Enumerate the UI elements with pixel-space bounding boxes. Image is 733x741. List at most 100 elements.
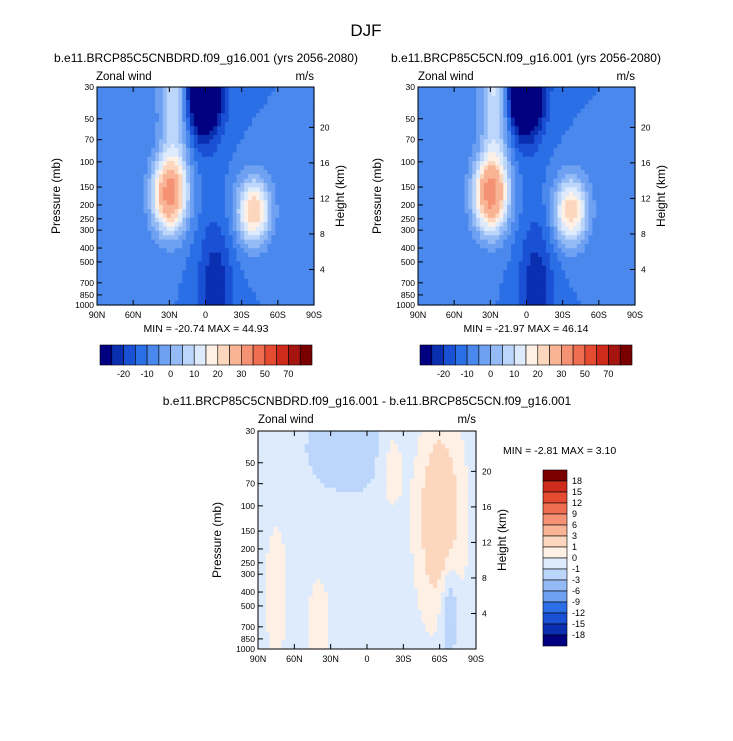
contour-cell — [310, 278, 315, 284]
contour-cell — [480, 200, 485, 206]
contour-cell — [182, 287, 187, 293]
contour-cell — [561, 121, 566, 127]
contour-cell — [584, 213, 590, 219]
contour-cell — [542, 239, 547, 245]
contour-cell — [228, 161, 234, 167]
contour-cell — [279, 296, 284, 302]
contour-cell — [283, 278, 288, 284]
contour-cell — [452, 204, 458, 210]
contour-cell — [526, 126, 531, 132]
contour-cell — [592, 108, 597, 114]
contour-cell — [178, 200, 183, 206]
contour-cell — [445, 87, 450, 92]
contour-cell — [302, 252, 307, 258]
contour-cell — [108, 300, 114, 306]
contour-cell — [97, 239, 102, 245]
contour-cell — [209, 148, 214, 153]
contour-cell — [143, 252, 148, 258]
contour-cell — [607, 204, 613, 210]
contour-cell — [294, 274, 300, 280]
contour-cell — [263, 300, 269, 306]
contour-cell — [170, 139, 176, 145]
contour-cell — [100, 196, 106, 201]
contour-cell — [302, 156, 307, 162]
contour-cell — [607, 113, 613, 119]
contour-cell — [178, 139, 183, 145]
contour-cell — [286, 209, 292, 215]
contour-cell — [619, 148, 624, 153]
contour-cell — [275, 274, 280, 280]
contour-cell — [286, 100, 292, 106]
contour-cell — [445, 134, 450, 140]
contour-cell — [228, 257, 234, 262]
contour-cell — [418, 230, 423, 236]
contour-cell — [116, 91, 121, 97]
contour-cell — [530, 152, 535, 158]
contour-cell — [104, 134, 110, 140]
contour-cell — [275, 108, 280, 114]
contour-cell — [542, 108, 547, 114]
contour-cell — [472, 226, 477, 232]
contour-cell — [159, 121, 164, 127]
contour-cell — [452, 108, 458, 114]
contour-cell — [267, 278, 272, 284]
contour-cell — [100, 182, 106, 188]
contour-cell — [306, 191, 311, 197]
contour-cell — [263, 108, 269, 114]
contour-cell — [190, 265, 195, 271]
contour-cell — [576, 165, 582, 171]
contour-cell — [433, 117, 438, 123]
contour-cell — [162, 117, 168, 123]
contour-cell — [302, 117, 307, 123]
contour-cell — [511, 165, 516, 171]
contour-cell — [255, 274, 261, 280]
contour-cell — [166, 261, 172, 267]
contour-cell — [131, 291, 137, 297]
contour-cell — [182, 200, 187, 206]
contour-cell — [178, 156, 183, 162]
contour-cell — [193, 117, 199, 123]
contour-cell — [112, 300, 117, 306]
contour-cell — [290, 196, 296, 201]
contour-cell — [286, 200, 292, 206]
contour-cell — [627, 161, 632, 167]
contour-cell — [290, 209, 296, 215]
contour-cell — [170, 143, 176, 149]
contour-cell — [263, 239, 269, 245]
contour-cell — [159, 187, 164, 193]
contour-cell — [576, 182, 582, 188]
contour-cell — [193, 291, 199, 297]
contour-cell — [201, 196, 207, 201]
contour-cell — [205, 291, 210, 297]
contour-cell — [252, 287, 257, 293]
contour-cell — [252, 139, 257, 145]
contour-cell — [491, 134, 497, 140]
contour-cell — [433, 126, 438, 132]
contour-cell — [565, 121, 570, 127]
contour-cell — [190, 248, 195, 254]
contour-cell — [104, 296, 110, 302]
contour-cell — [619, 217, 624, 223]
contour-cell — [437, 243, 442, 249]
contour-cell — [418, 100, 423, 106]
contour-cell — [217, 291, 222, 297]
contour-cell — [135, 95, 141, 101]
contour-cell — [433, 248, 438, 254]
contour-cell — [604, 152, 609, 158]
contour-cell — [263, 126, 269, 132]
contour-cell — [310, 209, 315, 215]
contour-cell — [143, 187, 148, 193]
contour-cell — [267, 187, 272, 193]
contour-cell — [197, 209, 203, 215]
contour-cell — [495, 248, 500, 254]
contour-cell — [283, 191, 288, 197]
contour-cell — [545, 239, 551, 245]
contour-cell — [135, 209, 141, 215]
contour-cell — [97, 165, 102, 171]
contour-cell — [596, 91, 601, 97]
contour-cell — [275, 121, 280, 127]
contour-cell — [460, 100, 466, 106]
contour-cell — [507, 91, 512, 97]
contour-cell — [240, 91, 245, 97]
contour-cell — [108, 126, 114, 132]
